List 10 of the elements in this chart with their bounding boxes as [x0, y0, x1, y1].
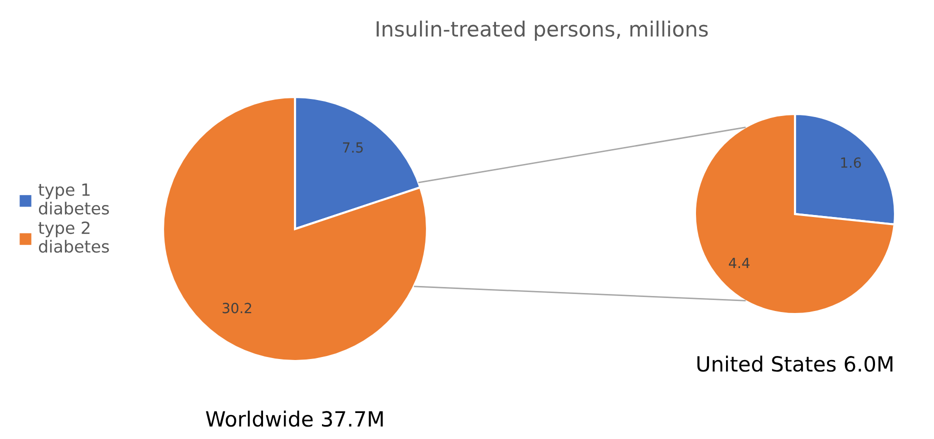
data-label: 4.4	[728, 258, 750, 268]
data-label: 1.6	[841, 157, 861, 168]
text: United States 6.0M	[697, 356, 892, 372]
pie-slice	[162, 96, 428, 362]
text: Worldwide 37.7M	[206, 410, 383, 427]
legend-label: type 2 diabetes	[38, 221, 109, 253]
text: Insulin-treated persons, millions	[376, 20, 708, 41]
data-label: 30.2	[222, 302, 252, 314]
data-label: 7.5	[343, 142, 363, 153]
pie-slice	[694, 112, 896, 316]
